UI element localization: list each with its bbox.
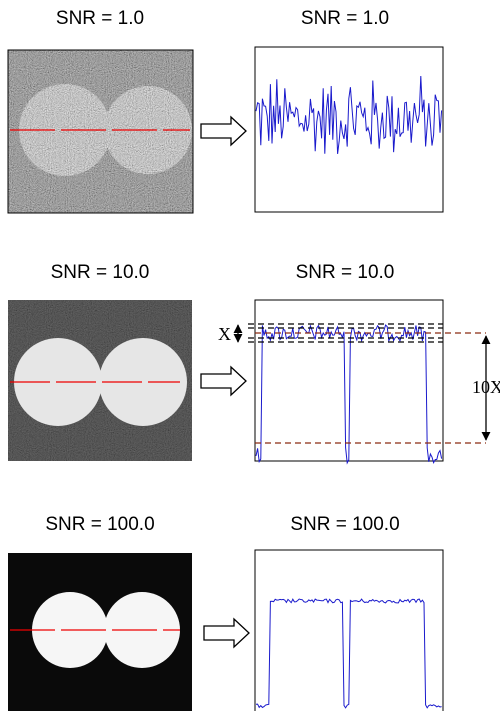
range-marker: 10X bbox=[472, 377, 500, 397]
profiles bbox=[255, 76, 443, 709]
plot-frame bbox=[254, 299, 444, 462]
image-label: SNR = 10.0 bbox=[51, 262, 150, 283]
profile-label: SNR = 100.0 bbox=[290, 514, 399, 535]
noisy-image bbox=[7, 49, 194, 214]
image-label: SNR = 1.0 bbox=[56, 8, 144, 29]
noisy-image bbox=[8, 300, 192, 461]
reference-lines bbox=[248, 323, 486, 444]
plot-frame bbox=[254, 549, 444, 711]
plot-frame bbox=[254, 46, 444, 213]
profile-label: SNR = 10.0 bbox=[296, 262, 395, 283]
profile-label: SNR = 1.0 bbox=[301, 8, 389, 29]
profile-line bbox=[255, 598, 442, 709]
profile-line bbox=[255, 324, 443, 465]
profile-line bbox=[255, 76, 443, 154]
arrow bbox=[200, 115, 250, 649]
image-label: SNR = 100.0 bbox=[45, 514, 154, 535]
noisy-image bbox=[8, 553, 192, 711]
x-marker: X bbox=[218, 324, 231, 344]
